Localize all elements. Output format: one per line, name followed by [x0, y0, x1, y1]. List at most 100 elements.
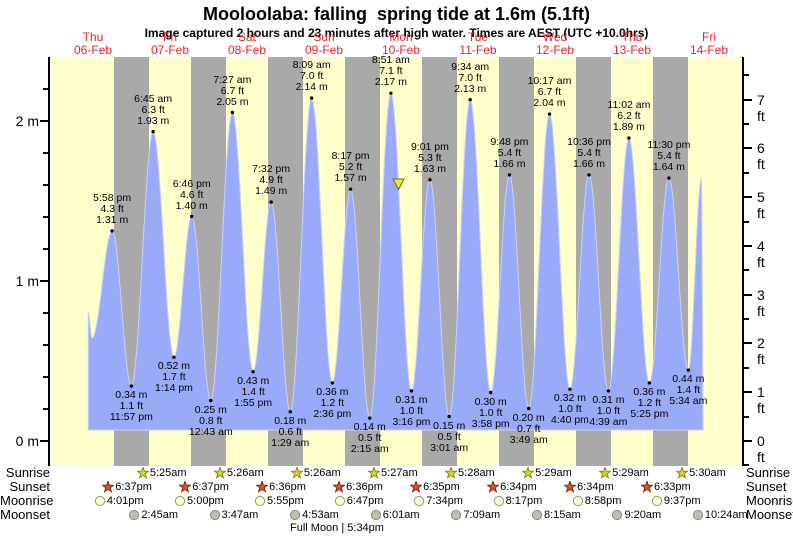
right-axis-tick — [744, 366, 749, 369]
sunset-star-icon — [564, 481, 577, 493]
tide-annotation-high: 9:48 pm 5.4 ft 1.66 m — [490, 136, 528, 170]
right-axis-label: 7 ft — [757, 91, 765, 124]
annotation-line: 5:34 am — [669, 395, 708, 408]
astro-row-label-left: Moonrise — [0, 493, 54, 508]
annotation-line: 3:01 am — [430, 441, 469, 454]
tide-extreme-dot — [627, 136, 631, 140]
tide-extreme-dot — [110, 229, 114, 233]
tide-annotation-high: 7:27 am 6.7 ft 2.05 m — [213, 74, 251, 108]
right-axis-label: 2 ft — [757, 335, 765, 368]
annotation-line: 0.44 m — [672, 373, 705, 386]
current-time-marker-icon — [392, 178, 405, 191]
left-axis-tick — [43, 183, 48, 186]
day-name: Sun — [313, 30, 335, 44]
annotation-line: 3:58 pm — [471, 417, 510, 430]
moonrise-time-text: 5:55pm — [266, 495, 304, 507]
sunrise-time: 5:29am — [522, 467, 572, 479]
tide-annotation-high: 10:17 am 6.7 ft 2.04 m — [528, 76, 572, 109]
moonset-circle-icon — [692, 509, 703, 521]
sunset-time-text: 6:37pm — [192, 481, 229, 493]
day-date: 13-Feb — [612, 43, 652, 57]
tide-annotation-low: 0.31 m 1.0 ft 4:39 am — [589, 393, 627, 428]
tide-annotation-high: 8:51 am 7.1 ft 2.17 m — [372, 55, 410, 88]
right-axis-label: 3 ft — [757, 286, 765, 319]
day-name: Wed — [542, 30, 568, 44]
tide-annotation-low: 0.36 m 1.2 ft 2:36 pm — [313, 386, 351, 420]
annotation-line: 9:34 am — [451, 60, 490, 73]
left-axis-label: 2 m — [15, 112, 39, 129]
moonset-time-text: 8:15am — [543, 509, 581, 521]
annotation-line: 5.3 ft — [418, 151, 442, 164]
annotation-line: 6:46 pm — [172, 177, 211, 190]
moonrise-time: 7:34pm — [413, 495, 463, 507]
astro-row-label-right: Moonrise — [746, 493, 793, 508]
sunset-star-icon — [333, 481, 346, 493]
annotation-line: 1.1 ft — [119, 400, 143, 413]
sunset-time-text: 6:34pm — [577, 481, 614, 493]
annotation-line: 2:15 am — [350, 443, 389, 456]
moonrise-circle-icon — [651, 495, 662, 507]
tide-annotation-high: 7:32 pm 4.9 ft 1.49 m — [252, 164, 290, 197]
tide-extreme-dot — [389, 91, 393, 96]
tide-extreme-dot — [348, 187, 353, 191]
right-axis-major-tick — [744, 147, 752, 150]
right-axis-major-tick — [744, 244, 752, 247]
annotation-line: 11:57 pm — [109, 411, 153, 424]
right-axis-tick — [744, 171, 749, 174]
right-axis-major-tick — [744, 440, 752, 442]
annotation-line: 0.7 ft — [517, 422, 541, 435]
moonset-time: 2:45am — [128, 509, 178, 521]
annotation-line: 0.5 ft — [358, 432, 382, 445]
full-moon-label: Full Moon | 5:34pm — [290, 522, 384, 534]
tide-extreme-dot — [667, 176, 671, 180]
day-label: Fri 14-Feb — [669, 31, 749, 57]
annotation-line: 6.3 ft — [141, 103, 165, 116]
tide-extreme-dot — [251, 370, 255, 374]
moonrise-time: 5:00pm — [174, 495, 224, 507]
annotation-line: 0.31 m — [395, 393, 428, 406]
annotation-line: 1.0 ft — [558, 403, 582, 416]
tide-annotation-low: 0.25 m 0.8 ft 12:43 am — [189, 404, 233, 438]
moonset-time: 8:15am — [531, 509, 581, 521]
sunrise-time-text: 5:28am — [458, 467, 495, 479]
day-label: Thu 13-Feb — [592, 31, 672, 57]
moonrise-circle-icon — [94, 495, 105, 507]
annotation-line: 1.0 ft — [399, 404, 424, 417]
left-axis-tick — [43, 247, 48, 250]
tide-extreme-dot — [309, 96, 314, 100]
left-axis-major-tick — [40, 119, 48, 122]
annotation-line: 7.0 ft — [458, 71, 482, 84]
sunrise-time-text: 5:30am — [689, 467, 726, 479]
tide-extreme-dot — [468, 98, 472, 102]
astro-row-label-right: Moonset — [746, 507, 793, 522]
tide-extreme-dot — [330, 381, 335, 385]
day-date: 09-Feb — [304, 43, 344, 57]
tide-extreme-dot — [428, 178, 432, 182]
annotation-line: 0.31 m — [592, 393, 625, 406]
moonrise-time-text: 5:00pm — [187, 495, 224, 507]
tide-annotation-high: 8:17 pm 5.2 ft 1.57 m — [332, 151, 370, 184]
annotation-line: 6.2 ft — [617, 110, 641, 123]
day-date: 08-Feb — [227, 43, 267, 57]
tide-extreme-dot — [507, 173, 512, 177]
tide-annotation-low: 0.43 m 1.4 ft 1:55 pm — [234, 375, 272, 409]
right-axis-label: 5 ft — [757, 189, 765, 222]
day-name: Fri — [702, 30, 716, 44]
right-axis-label: 6 ft — [757, 140, 765, 173]
day-name: Fri — [163, 30, 177, 44]
annotation-line: 1.31 m — [96, 213, 129, 226]
tide-extreme-dot — [190, 214, 194, 219]
chart-subtitle: Image captured 2 hours and 23 minutes af… — [144, 26, 649, 40]
day-label: Tue 11-Feb — [438, 31, 518, 57]
sunset-time-text: 6:36pm — [269, 481, 306, 493]
day-name: Thu — [621, 30, 643, 44]
annotation-line: 5.4 ft — [497, 146, 522, 159]
sunset-time: 6:37pm — [102, 481, 152, 493]
annotation-line: 1.63 m — [413, 162, 446, 175]
tide-annotation-low: 0.34 m 1.1 ft 11:57 pm — [110, 390, 153, 423]
right-axis-tick — [744, 220, 749, 223]
moonset-time: 3:47am — [209, 509, 258, 521]
sunset-star-icon — [102, 481, 115, 493]
sunrise-star-icon — [522, 467, 535, 479]
